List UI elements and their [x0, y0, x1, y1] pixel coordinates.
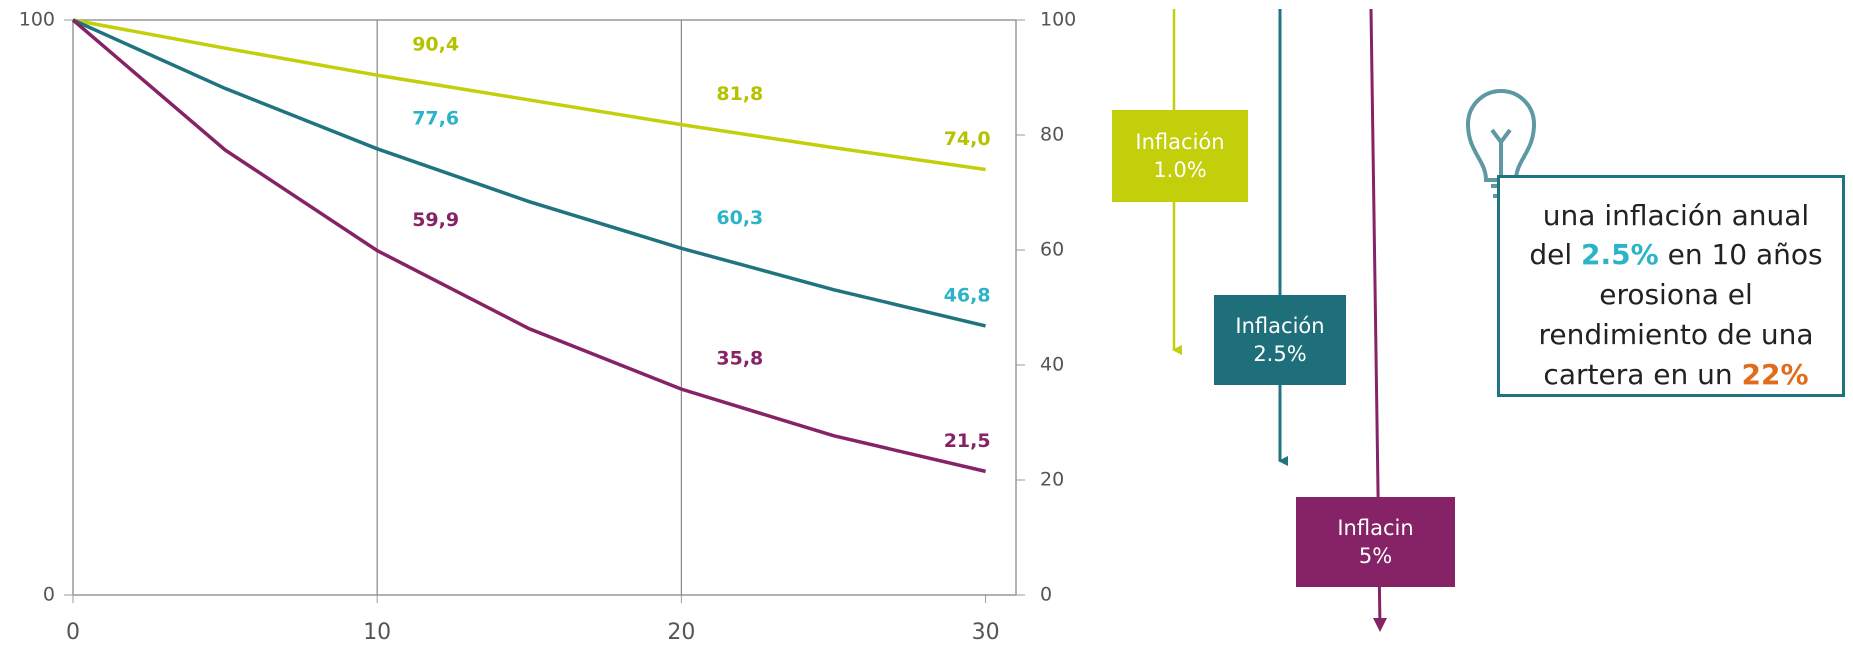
box-text: Inflación: [1235, 313, 1325, 338]
data-label: 59,9: [412, 209, 459, 231]
box-text: Inflación: [1135, 129, 1225, 154]
y2-tick-label: 0: [1040, 584, 1052, 606]
data-label: 77,6: [412, 107, 459, 129]
callout-text: una inflación anual del 2.5% en 10 años …: [1524, 196, 1828, 395]
series-line: [72, 18, 986, 172]
y-tick-label: 0: [43, 584, 55, 606]
y2-tick-label: 20: [1040, 469, 1064, 491]
arrow-head: [1373, 618, 1387, 632]
data-label: 21,5: [944, 430, 991, 452]
x-tick-label: 10: [363, 620, 391, 645]
box-text: Inflacin: [1337, 515, 1414, 540]
label-box: Inflación 1.0%: [1112, 110, 1248, 202]
series-line: [71, 18, 986, 474]
data-label: 35,8: [716, 348, 763, 370]
text: en 10 años erosiona el rendimiento de un…: [1538, 238, 1823, 391]
box-text: 1.0%: [1153, 158, 1207, 182]
data-label: 74,0: [944, 128, 991, 150]
y-tick-label: 100: [19, 9, 55, 31]
x-tick-label: 30: [972, 620, 1000, 645]
callout: una inflación anual del 2.5% en 10 años …: [1497, 175, 1845, 397]
x-tick-label: 0: [66, 620, 80, 645]
text: una inflación anual del: [1529, 198, 1810, 272]
y2-tick-label: 40: [1040, 354, 1064, 376]
data-label: 81,8: [716, 83, 763, 105]
data-label: 46,8: [944, 284, 991, 306]
data-label: 60,3: [716, 207, 763, 229]
y2-tick-label: 60: [1040, 239, 1064, 261]
label-box: Inflación 2.5%: [1214, 295, 1346, 385]
series-line: [72, 18, 986, 328]
box-text: 2.5%: [1253, 342, 1307, 366]
highlight: 2.5%: [1581, 238, 1659, 272]
box-text: 5%: [1358, 544, 1393, 568]
label-box: Inflacin 5%: [1296, 497, 1455, 587]
x-tick-label: 20: [667, 620, 695, 645]
y2-tick-label: 100: [1040, 9, 1076, 31]
highlight: 22%: [1741, 357, 1809, 391]
y2-tick-label: 80: [1040, 124, 1064, 146]
data-label: 90,4: [412, 34, 459, 56]
